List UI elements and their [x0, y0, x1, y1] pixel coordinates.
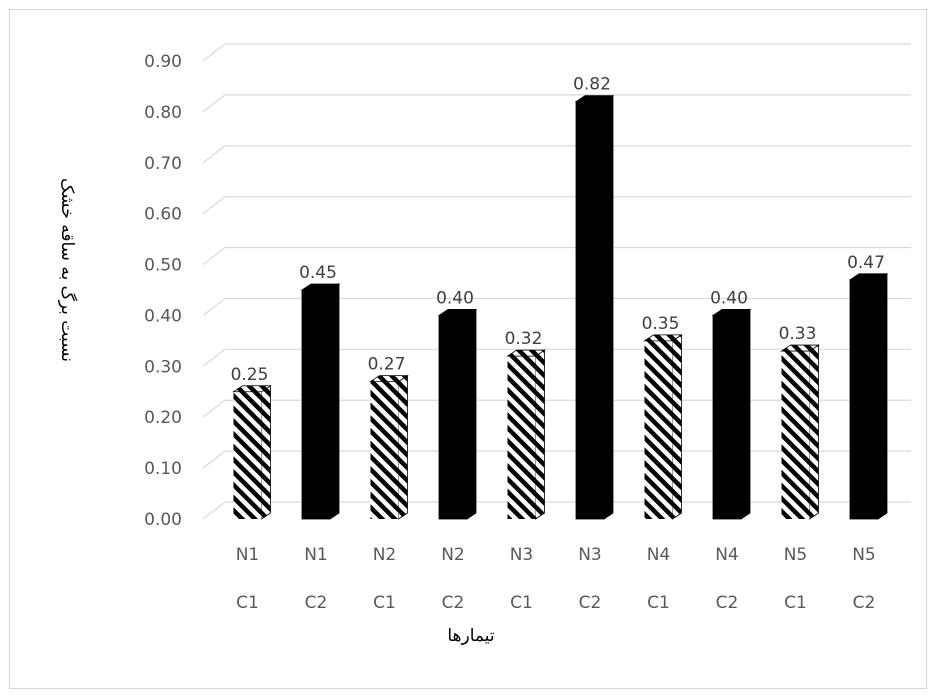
data-labels: 0.25 0.45 0.27 0.40 0.32 0.82 0.35 0.40 0.33 0.47 — [231, 75, 885, 385]
x-axis-ticks: N1 C1 N1 C2 N2 C1 N2 C2 N3 C1 N3 C2 N4 C1 N4 C2 N5 C1 N5 C2 — [236, 545, 876, 613]
bar — [437, 308, 478, 520]
data-label: 0.25 — [231, 365, 269, 385]
bar — [574, 94, 615, 520]
x-tick-label-c: C2 — [716, 593, 739, 613]
gridlines — [202, 43, 911, 520]
y-axis-title: نسبت برگ به ساقه خشک — [57, 178, 78, 362]
y-tick-label: 0.10 — [144, 459, 182, 479]
data-label: 0.32 — [505, 329, 543, 349]
x-tick-label-n: N3 — [510, 545, 534, 565]
data-label: 0.27 — [368, 355, 406, 375]
data-label: 0.33 — [779, 324, 817, 344]
bar — [232, 385, 272, 520]
data-label: 0.45 — [299, 263, 337, 283]
x-axis-title: تیمارها — [447, 626, 494, 646]
bar — [300, 283, 341, 520]
gridline — [202, 399, 911, 418]
x-tick-label-n: N5 — [784, 545, 808, 565]
y-tick-label: 0.50 — [144, 256, 182, 276]
x-tick-label-n: N4 — [715, 545, 739, 565]
x-tick-label-c: C1 — [373, 593, 396, 613]
bar — [643, 334, 683, 520]
bars — [232, 94, 889, 520]
data-label: 0.47 — [847, 253, 885, 273]
gridline — [202, 450, 911, 469]
data-label: 0.40 — [710, 288, 748, 308]
gridline — [202, 94, 911, 113]
x-tick-label-c: C1 — [647, 593, 670, 613]
y-tick-label: 0.70 — [144, 154, 182, 174]
gridline — [202, 297, 911, 316]
y-tick-label: 0.00 — [144, 510, 182, 530]
gridline — [202, 43, 911, 62]
gridline — [202, 196, 911, 215]
x-tick-label-n: N1 — [304, 545, 328, 565]
x-tick-label-c: C1 — [510, 593, 533, 613]
data-label: 0.35 — [642, 314, 680, 334]
y-axis-ticks: 0.00 0.10 0.20 0.30 0.40 0.50 0.60 0.70 0.80 0.90 — [144, 52, 182, 530]
x-tick-label-c: C2 — [853, 593, 876, 613]
bar — [369, 374, 409, 520]
data-label: 0.82 — [573, 75, 611, 95]
gridline — [202, 501, 911, 520]
x-tick-label-n: N1 — [236, 545, 260, 565]
x-tick-label-c: C2 — [442, 593, 465, 613]
y-tick-label: 0.20 — [144, 408, 182, 428]
y-tick-label: 0.80 — [144, 103, 182, 123]
bar — [711, 308, 752, 520]
gridline — [202, 145, 911, 164]
y-tick-label: 0.30 — [144, 357, 182, 377]
bar — [506, 349, 546, 520]
x-tick-label-c: C1 — [236, 593, 259, 613]
bar — [780, 344, 820, 520]
x-tick-label-n: N4 — [647, 545, 671, 565]
y-tick-label: 0.90 — [144, 52, 182, 72]
gridline — [202, 246, 911, 266]
data-label: 0.40 — [436, 288, 474, 308]
x-tick-label-n: N3 — [578, 545, 602, 565]
x-tick-label-n: N5 — [852, 545, 876, 565]
x-tick-label-c: C2 — [305, 593, 328, 613]
y-tick-label: 0.40 — [144, 306, 182, 326]
x-tick-label-c: C1 — [784, 593, 807, 613]
y-tick-label: 0.60 — [144, 205, 182, 225]
x-tick-label-n: N2 — [441, 545, 465, 565]
x-tick-label-n: N2 — [373, 545, 397, 565]
gridline — [202, 348, 911, 367]
bar — [848, 273, 889, 520]
x-tick-label-c: C2 — [579, 593, 602, 613]
